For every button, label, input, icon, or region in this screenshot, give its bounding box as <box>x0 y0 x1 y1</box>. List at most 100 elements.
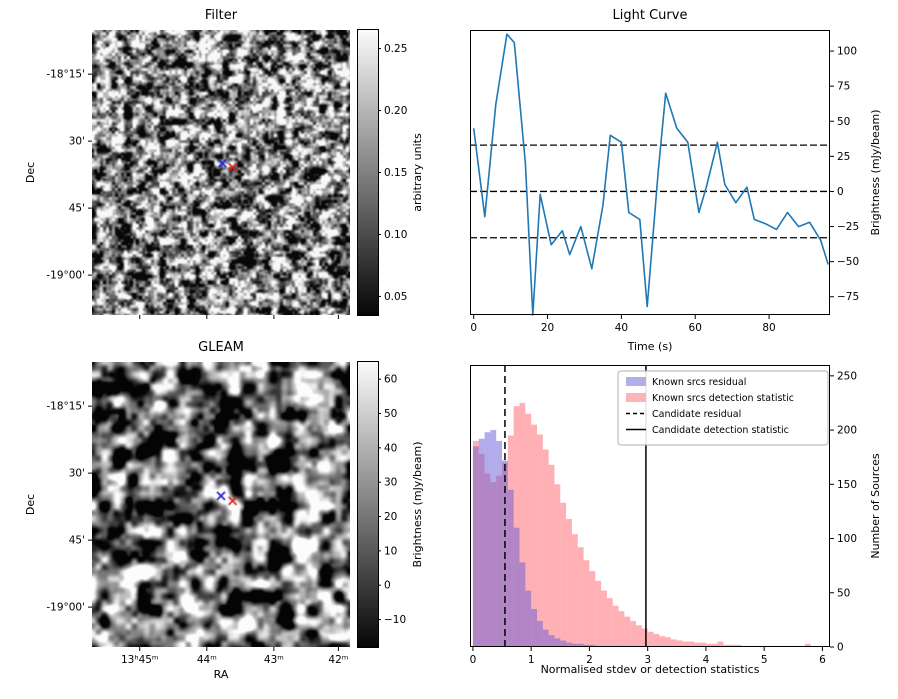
detection-hist-bar <box>560 502 567 647</box>
detection-hist-bar <box>542 449 549 647</box>
detection-hist-bar <box>606 598 613 647</box>
residual-hist-bar <box>589 644 596 647</box>
filter-ylabel: Dec <box>24 161 37 184</box>
gleam-cbtick-label: 20 <box>384 511 397 523</box>
detection-hist-bar <box>583 560 590 647</box>
detection-hist-bar <box>595 580 602 647</box>
detection-hist-bar <box>548 464 555 647</box>
detection-hist-bar <box>804 643 811 647</box>
hist-xtick-label: 6 <box>819 654 826 666</box>
residual-hist-bar <box>542 629 549 647</box>
hist-xtick-label: 2 <box>586 654 593 666</box>
filter-cbtick-label: 0.10 <box>384 229 407 241</box>
detection-hist-bar <box>694 642 701 647</box>
hist-ytick-label: 250 <box>837 370 857 382</box>
residual-hist-bar <box>548 635 555 647</box>
lc-xtick-label: 20 <box>541 322 554 334</box>
lc-ytick-label: −25 <box>837 221 859 233</box>
legend-detection-patch <box>626 393 646 402</box>
filter-ytick-label: 45' <box>69 203 85 215</box>
light-curve-ylabel: Brightness (mJy/beam) <box>869 109 882 236</box>
detection-hist-bar <box>566 519 572 647</box>
hist-ytick-label: 0 <box>837 642 844 654</box>
residual-hist-bar <box>478 438 485 647</box>
filter-cbtick-label: 0.15 <box>384 167 407 179</box>
detection-hist-bar <box>723 644 730 647</box>
histogram-frame <box>470 365 830 647</box>
gleam-image <box>92 362 350 647</box>
gleam-colorbar <box>357 361 379 648</box>
gleam-ytick-label: -18°15' <box>46 401 85 413</box>
residual-hist-bar <box>507 489 514 647</box>
gleam-xtick-label: 44ᵐ <box>197 654 217 666</box>
residual-hist-bar <box>536 620 543 647</box>
lc-xtick-label: 0 <box>470 322 477 334</box>
legend-box <box>617 370 829 446</box>
detection-hist-bar <box>577 547 584 647</box>
hist-xtick-label: 3 <box>644 654 651 666</box>
detection-hist-bar <box>531 424 537 647</box>
detection-hist-bar <box>519 402 526 647</box>
hist-ytick-label: 50 <box>837 587 850 599</box>
gleam-cbtick-label: 0 <box>384 580 391 592</box>
detection-hist-bar <box>589 571 596 647</box>
detection-hist-bar <box>688 641 695 647</box>
hist-xtick-label: 0 <box>470 654 477 666</box>
detection-hist-bar <box>571 534 578 647</box>
legend-label: Candidate residual <box>652 409 741 420</box>
residual-hist-bar <box>566 642 572 647</box>
detection-hist-bar <box>630 620 637 647</box>
hist-xtick-label: 4 <box>703 654 710 666</box>
lc-xtick-label: 80 <box>762 322 775 334</box>
detection-hist-bar <box>735 644 741 647</box>
detection-hist-bar <box>659 636 666 647</box>
filter-ytick-label: -18°15' <box>46 69 85 81</box>
filter-cbtick-label: 0.20 <box>384 105 407 117</box>
detection-hist-bar <box>618 611 625 647</box>
detection-hist-bar <box>612 605 619 647</box>
residual-hist-bar <box>554 638 561 647</box>
residual-hist-bar <box>490 430 497 647</box>
detection-hist-bar <box>554 484 561 647</box>
detection-hist-bar <box>705 643 712 647</box>
detection-hist-bar <box>711 643 718 647</box>
light-curve-title: Light Curve <box>612 8 688 23</box>
filter-ytick-label: -19°00' <box>46 270 85 282</box>
filter-colorbar-label: arbitrary units <box>411 133 424 212</box>
detection-hist-bar <box>647 631 654 647</box>
filter-title: Filter <box>204 8 238 23</box>
residual-hist-bar <box>531 609 537 647</box>
gleam-xlabel: RA <box>213 668 229 681</box>
detection-hist-bar <box>700 642 706 647</box>
detection-hist-bar <box>513 406 520 647</box>
detection-hist-bar <box>717 641 724 647</box>
detection-hist-bar <box>636 625 642 647</box>
legend-residual-patch <box>626 377 646 386</box>
gleam-title: GLEAM <box>198 340 244 355</box>
gleam-cbtick-label: −10 <box>384 614 406 626</box>
detection-hist-bar <box>601 590 607 647</box>
gleam-xtick-label: 42ᵐ <box>328 654 348 666</box>
lc-ytick-label: 25 <box>837 151 850 163</box>
residual-hist-bar <box>525 590 532 647</box>
gleam-ytick-label: 45' <box>69 535 85 547</box>
detection-hist-bar <box>641 628 648 647</box>
legend-label: Candidate detection statistic <box>652 425 789 436</box>
detection-hist-bar <box>653 633 660 647</box>
lc-ytick-label: −75 <box>837 291 859 303</box>
lc-ytick-label: 100 <box>837 46 857 58</box>
light-curve-frame <box>470 30 830 315</box>
detection-hist-bar <box>670 639 677 647</box>
light-curve-line <box>472 33 829 316</box>
gleam-cbtick-label: 30 <box>384 477 397 489</box>
gleam-xtick-label: 43ᵐ <box>264 654 284 666</box>
lc-ytick-label: 0 <box>837 186 844 198</box>
light-curve-xlabel: Time (s) <box>627 340 673 353</box>
legend-label: Known srcs residual <box>652 377 746 388</box>
lc-ytick-label: 50 <box>837 116 850 128</box>
gleam-ytick-label: -19°00' <box>46 602 85 614</box>
hist-ytick-label: 150 <box>837 479 857 491</box>
residual-hist-bar <box>583 644 590 647</box>
gleam-cbtick-label: 50 <box>384 408 397 420</box>
